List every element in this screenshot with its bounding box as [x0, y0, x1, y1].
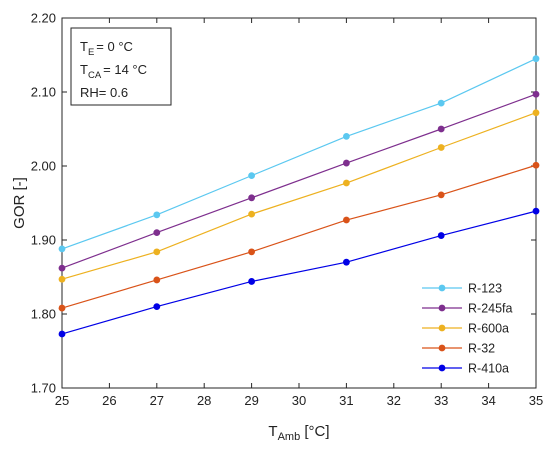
series-line-r-600a — [61, 112, 537, 280]
data-point-r-245fa — [343, 159, 350, 167]
legend-swatch-marker — [438, 304, 446, 312]
y-tick-label: 2.20 — [31, 11, 56, 26]
y-tick-label: 2.00 — [31, 159, 56, 174]
legend-swatch-marker — [438, 364, 446, 372]
series-line-r-123 — [61, 58, 537, 250]
series-points — [58, 55, 540, 338]
annotation-frame — [70, 27, 172, 106]
data-point-r-123 — [532, 55, 540, 63]
data-point-r-410a — [437, 232, 445, 239]
data-point-r-600a — [248, 210, 256, 218]
data-point-r-32 — [153, 276, 161, 284]
x-tick-label: 28 — [197, 393, 211, 408]
data-point-r-600a — [532, 109, 540, 117]
data-point-r-32 — [532, 161, 540, 169]
legend-label: R-123 — [468, 282, 502, 296]
y-axis-title: GOR [-] — [11, 177, 28, 229]
y-tick-label: 1.90 — [31, 233, 56, 248]
data-point-r-600a — [153, 248, 161, 256]
data-point-r-123 — [58, 245, 66, 253]
series-line-r-32 — [61, 164, 537, 309]
x-tick-label: 26 — [102, 393, 116, 408]
y-tick-label: 1.70 — [31, 381, 56, 396]
x-tick-label: 31 — [339, 393, 353, 408]
data-point-r-245fa — [153, 229, 161, 237]
data-point-r-600a — [437, 144, 445, 151]
annotation-line: TE = 0 °C — [80, 39, 133, 58]
data-point-r-410a — [343, 258, 350, 266]
data-point-r-600a — [58, 275, 66, 283]
data-point-r-600a — [343, 179, 350, 187]
data-point-r-32 — [58, 304, 66, 312]
data-point-r-32 — [248, 248, 256, 256]
data-point-r-410a — [532, 207, 540, 215]
data-point-r-32 — [437, 191, 445, 199]
data-point-r-410a — [248, 278, 256, 285]
legend-label: R-32 — [468, 342, 495, 356]
annotation-box: TE = 0 °C TCA = 14 °C RH= 0.6 — [70, 27, 172, 106]
legend-label: R-245fa — [468, 302, 513, 316]
axis-ticks: 25 26 27 28 29 30 31 32 33 34 35 1.70 1.80 1.90 2.00 2.… — [31, 11, 544, 409]
legend-swatch-marker — [438, 284, 446, 292]
data-point-r-245fa — [437, 125, 445, 133]
data-point-r-410a — [58, 330, 66, 338]
data-point-r-123 — [248, 172, 256, 180]
x-tick-label: 32 — [387, 393, 401, 408]
legend-label: R-410a — [468, 362, 509, 376]
annotation-line: RH= 0.6 — [80, 85, 128, 100]
y-tick-label: 1.80 — [31, 307, 56, 322]
legend-label: R-600a — [468, 322, 509, 336]
x-tick-label: 30 — [292, 393, 306, 408]
x-tick-label: 29 — [244, 393, 258, 408]
data-point-r-245fa — [58, 264, 66, 272]
y-tick-label: 2.10 — [31, 85, 56, 100]
series-line-r-245fa — [61, 93, 537, 269]
data-point-r-32 — [343, 216, 350, 224]
x-axis-title: TAmb [°C] — [268, 423, 329, 443]
series-lines — [61, 58, 537, 335]
annotation-line: TCA = 14 °C — [80, 62, 147, 81]
data-point-r-410a — [153, 303, 161, 310]
data-point-r-123 — [153, 211, 161, 219]
x-tick-label: 27 — [150, 393, 164, 408]
x-tick-label: 34 — [481, 393, 495, 408]
x-tick-label: 33 — [434, 393, 448, 408]
x-tick-label: 25 — [55, 393, 69, 408]
data-point-r-245fa — [532, 90, 540, 98]
series-line-r-410a — [61, 210, 537, 335]
legend-swatch-marker — [438, 344, 446, 352]
data-point-r-123 — [437, 99, 445, 107]
legend-frame — [417, 275, 531, 383]
legend-swatch-marker — [438, 324, 446, 332]
data-point-r-123 — [343, 133, 350, 140]
x-tick-label: 35 — [529, 393, 543, 408]
data-point-r-245fa — [248, 194, 256, 202]
legend: R-123 R-245fa R-600a R-32 R-410a — [417, 275, 531, 383]
